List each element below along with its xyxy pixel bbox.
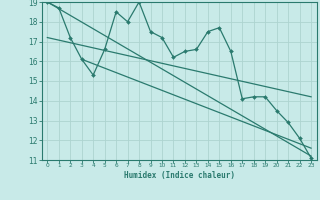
X-axis label: Humidex (Indice chaleur): Humidex (Indice chaleur) [124,171,235,180]
